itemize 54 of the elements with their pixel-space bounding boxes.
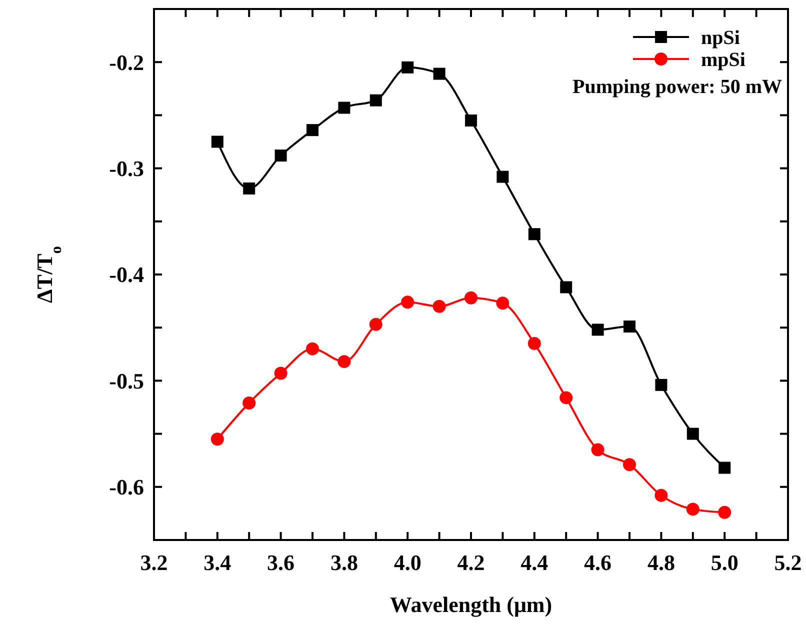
point bbox=[432, 300, 446, 313]
y-tick-label: -0.4 bbox=[109, 262, 144, 288]
point bbox=[624, 320, 636, 333]
point bbox=[592, 324, 604, 336]
point bbox=[274, 366, 288, 380]
legend-label: npSi bbox=[701, 27, 740, 49]
x-tick-label: 4.4 bbox=[520, 550, 548, 575]
point bbox=[369, 318, 382, 331]
point bbox=[496, 170, 509, 183]
point bbox=[306, 342, 319, 356]
point bbox=[338, 355, 351, 368]
point bbox=[211, 136, 224, 148]
point bbox=[243, 182, 256, 194]
point bbox=[686, 428, 699, 440]
point bbox=[591, 443, 604, 456]
point bbox=[623, 458, 636, 472]
point bbox=[401, 296, 414, 309]
point bbox=[242, 396, 256, 410]
y-tick-label: -0.3 bbox=[109, 156, 144, 181]
x-tick-label: 5.2 bbox=[774, 550, 802, 575]
point bbox=[654, 488, 668, 502]
y-tick-label: -0.5 bbox=[109, 368, 144, 394]
x-tick-label: 3.8 bbox=[330, 550, 358, 575]
point bbox=[718, 462, 731, 474]
x-tick-label: 3.6 bbox=[267, 550, 295, 575]
point bbox=[718, 506, 732, 519]
x-tick-label: 4.8 bbox=[647, 550, 675, 575]
x-tick-label: 4.6 bbox=[584, 550, 612, 575]
x-tick-label: 4.2 bbox=[457, 550, 485, 575]
x-tick-label: 3.2 bbox=[140, 550, 168, 575]
point bbox=[496, 296, 510, 310]
x-tick-label: 4.0 bbox=[394, 550, 422, 575]
annotation: Pumping power: 50 mW bbox=[572, 76, 782, 98]
point bbox=[528, 337, 541, 350]
point bbox=[210, 432, 224, 446]
point bbox=[306, 124, 318, 136]
point bbox=[370, 94, 382, 106]
legend-label: mpSi bbox=[701, 49, 746, 71]
point bbox=[686, 502, 700, 516]
point bbox=[560, 281, 572, 294]
x-tick-label: 5.0 bbox=[710, 550, 738, 575]
point bbox=[338, 102, 350, 114]
point bbox=[465, 114, 477, 127]
y-tick-label: -0.6 bbox=[109, 474, 144, 500]
y-tick-label: -0.2 bbox=[109, 50, 144, 75]
point bbox=[655, 378, 668, 391]
point bbox=[464, 291, 478, 304]
point bbox=[528, 228, 540, 240]
x-tick-label: 3.4 bbox=[204, 550, 232, 575]
point bbox=[560, 391, 573, 404]
point bbox=[274, 150, 287, 162]
point bbox=[402, 61, 414, 74]
x-axis-title: Wavelength (μm) bbox=[390, 592, 552, 617]
point bbox=[433, 68, 446, 80]
